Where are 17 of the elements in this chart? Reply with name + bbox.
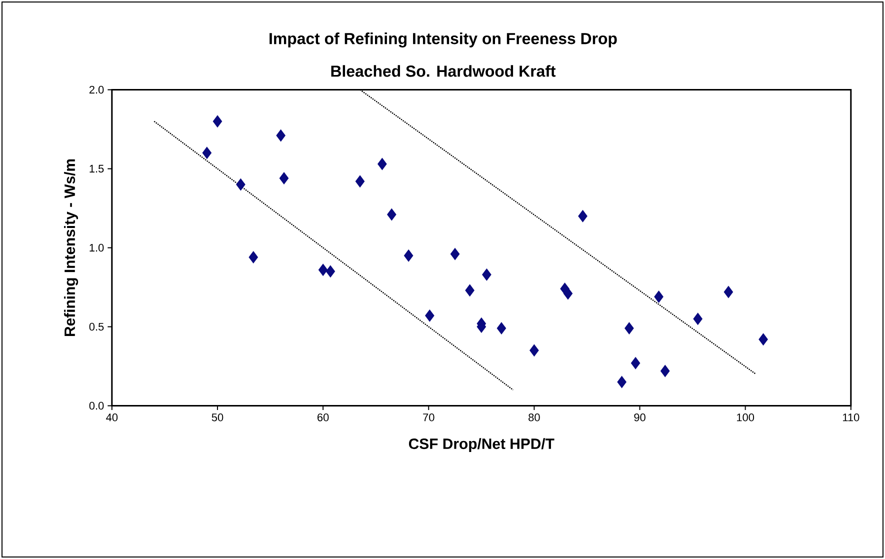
x-tick-label: 100 [737,414,754,422]
y-tick-label: 0.5 [89,322,104,331]
x-tick-label: 60 [318,414,329,422]
y-axis-title: Refining Intensity - Ws/m [64,159,78,336]
x-tick-label: 90 [634,414,646,422]
y-tick-label: 0.0 [89,402,104,410]
x-tick-label: 50 [212,414,224,422]
chart-title: Impact of Refining Intensity on Freeness Drop [270,32,617,48]
x-tick-label: 110 [843,414,860,422]
x-tick-label: 40 [106,414,118,422]
y-tick-label: 2.0 [89,86,104,94]
y-tick-label: 1.5 [90,164,104,173]
y-tick-label: 1.0 [90,244,104,252]
x-tick-label: 70 [423,414,434,422]
x-axis-title: CSF Drop/Net HPD/T [408,438,554,452]
chart-subtitle: Bleached So. Hardwood Kraft [331,65,556,77]
x-tick-label: 80 [528,414,540,422]
